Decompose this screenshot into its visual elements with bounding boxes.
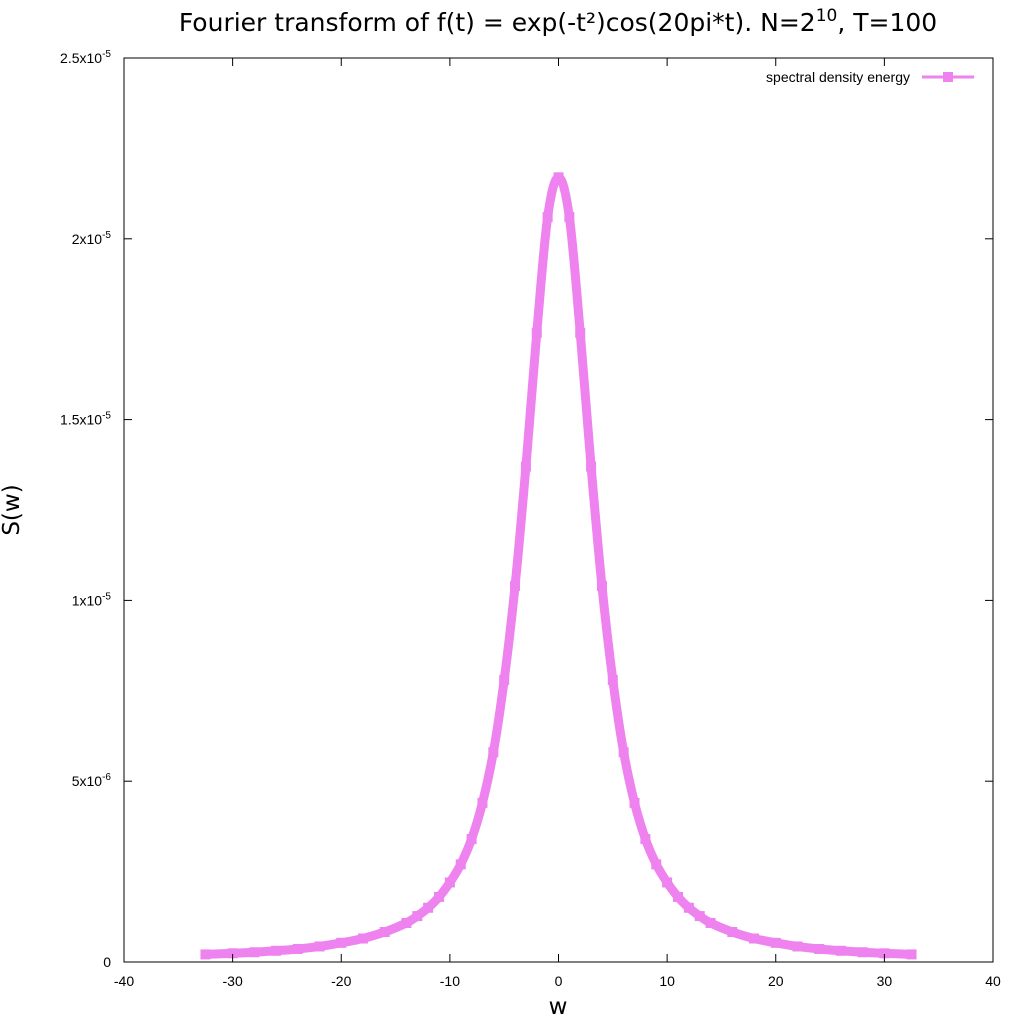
data-point	[814, 943, 825, 954]
data-point	[683, 902, 694, 913]
y-tick-exponent: -5	[102, 591, 111, 602]
data-point	[607, 674, 618, 685]
data-point	[423, 902, 434, 913]
y-axis-label: S(w)	[0, 484, 25, 535]
x-tick-label: -10	[440, 973, 460, 989]
data-point	[379, 926, 390, 937]
data-point	[575, 327, 586, 338]
data-point	[477, 797, 488, 808]
x-tick-label: -40	[114, 973, 134, 989]
data-point	[510, 580, 521, 591]
data-point	[835, 945, 846, 956]
data-point	[531, 327, 542, 338]
data-point	[488, 747, 499, 758]
data-point	[499, 674, 510, 685]
data-point	[249, 947, 260, 958]
data-point	[466, 834, 477, 845]
data-point	[629, 797, 640, 808]
data-point	[271, 945, 282, 956]
data-point	[906, 949, 917, 960]
data-point	[564, 212, 575, 223]
data-point	[401, 917, 412, 928]
data-point	[227, 948, 238, 959]
legend-entry-label: spectral density energy	[766, 69, 910, 85]
data-point	[749, 933, 760, 944]
x-tick-label: 10	[659, 973, 675, 989]
x-tick-label: 40	[985, 973, 1001, 989]
y-tick-base: 0	[103, 954, 111, 970]
y-tick-label: 5x10-6	[72, 772, 112, 789]
series-line	[205, 172, 912, 959]
data-point	[357, 933, 368, 944]
y-tick-base: 5x10	[72, 773, 103, 789]
data-point	[694, 911, 705, 922]
data-point	[705, 917, 716, 928]
data-point	[879, 948, 890, 959]
data-point	[314, 941, 325, 952]
y-tick-exponent: -5	[102, 230, 111, 241]
data-point	[596, 580, 607, 591]
y-tick-base: 1x10	[72, 592, 103, 608]
y-tick-exponent: -5	[102, 411, 111, 422]
y-tick-label: 1x10-5	[72, 591, 112, 608]
x-tick-label: -20	[331, 973, 351, 989]
data-point	[292, 943, 303, 954]
data-point	[792, 941, 803, 952]
data-point	[770, 937, 781, 948]
legend-marker	[943, 72, 953, 82]
data-point	[553, 172, 564, 183]
y-tick-exponent: -5	[102, 49, 111, 60]
data-point	[412, 911, 423, 922]
data-point	[455, 859, 466, 870]
y-tick-label: 0	[103, 954, 111, 970]
data-point	[542, 212, 553, 223]
x-tick-label: -30	[223, 973, 243, 989]
legend: spectral density energy	[766, 69, 974, 85]
data-point	[672, 891, 683, 902]
data-point	[651, 859, 662, 870]
y-tick-label: 1.5x10-5	[60, 411, 111, 428]
data-point	[857, 947, 868, 958]
x-axis: -40 -30 -20 -10 0 10 20 30 40	[114, 58, 1001, 989]
x-tick-label: 30	[877, 973, 893, 989]
data-point	[434, 891, 445, 902]
plot-layer	[200, 172, 917, 960]
data-point	[336, 937, 347, 948]
y-tick-base: 1.5x10	[60, 412, 102, 428]
y-tick-base: 2.5x10	[60, 50, 102, 66]
chart-title: Fourier transform of f(t) = exp(-t²)cos(…	[179, 6, 937, 37]
data-point	[662, 877, 673, 888]
y-tick-exponent: -6	[102, 772, 111, 783]
data-point	[640, 834, 651, 845]
data-point	[444, 877, 455, 888]
x-tick-label: 0	[555, 973, 563, 989]
x-axis-label: w	[549, 994, 568, 1020]
y-tick-base: 2x10	[72, 231, 103, 247]
x-tick-label: 20	[768, 973, 784, 989]
data-point	[727, 926, 738, 937]
y-tick-label: 2x10-5	[72, 230, 112, 247]
data-point	[200, 949, 211, 960]
y-tick-label: 2.5x10-5	[60, 49, 111, 66]
data-point	[520, 461, 531, 472]
data-point	[618, 747, 629, 758]
data-point	[586, 461, 597, 472]
plot-frame	[123, 57, 994, 963]
